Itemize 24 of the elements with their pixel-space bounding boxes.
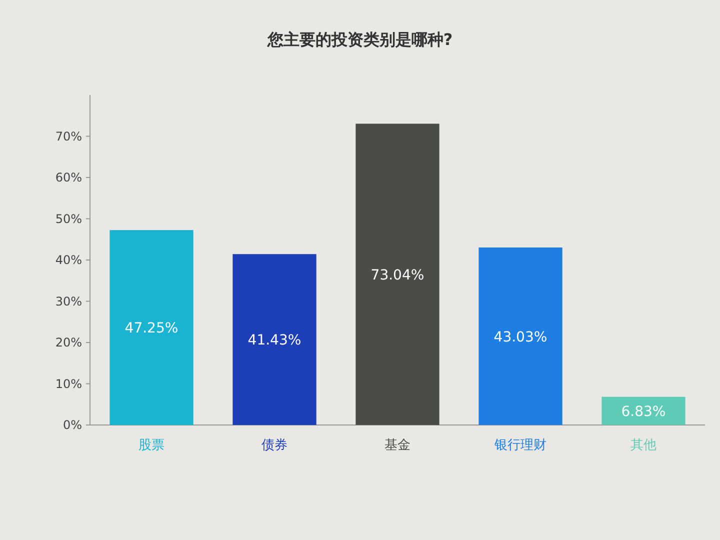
data-label: 6.83% <box>621 404 666 420</box>
bar <box>356 124 440 425</box>
x-tick-label: 股票 <box>138 438 164 453</box>
y-tick-label: 0% <box>62 418 82 432</box>
y-tick-label: 20% <box>55 336 82 350</box>
y-tick-label: 70% <box>55 129 82 144</box>
data-label: 41.43% <box>248 332 302 349</box>
x-tick-label: 银行理财 <box>494 438 546 453</box>
y-tick-label: 60% <box>55 170 82 184</box>
bar <box>602 396 686 425</box>
x-tick-label: 债券 <box>262 438 288 453</box>
data-label: 43.03% <box>494 329 548 346</box>
bar <box>478 248 562 425</box>
bar <box>110 230 194 425</box>
bar <box>232 254 316 425</box>
x-tick-label: 基金 <box>384 438 410 453</box>
y-tick-label: 10% <box>55 376 82 391</box>
y-tick-label: 50% <box>55 212 82 226</box>
y-tick-label: 30% <box>55 294 82 308</box>
y-tick-label: 40% <box>55 253 82 267</box>
data-label: 47.25% <box>124 320 178 337</box>
x-tick-label: 其他 <box>630 438 656 453</box>
data-label: 73.04% <box>370 267 424 284</box>
chart-title: 您主要的投资类别是哪种? <box>266 30 453 49</box>
